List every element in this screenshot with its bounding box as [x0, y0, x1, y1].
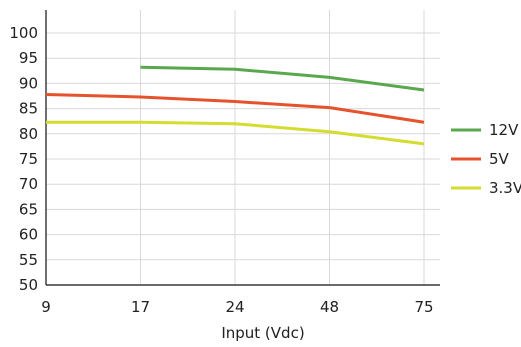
series-line-3-3v [46, 120, 425, 146]
grid-layer [46, 10, 440, 285]
y-tick-label: 65 [19, 200, 38, 218]
y-tick-label: 55 [19, 251, 38, 269]
x-tick-label: 17 [131, 298, 150, 316]
x-tick-label: 75 [414, 298, 433, 316]
x-tick-label: 48 [320, 298, 339, 316]
y-tick-label: 95 [19, 49, 38, 67]
legend: 12V 5V 3.3V [451, 121, 521, 197]
y-tick-labels: 50 55 60 65 70 75 80 85 90 95 100 [9, 24, 38, 294]
y-tick-label: 60 [19, 226, 38, 244]
x-axis-title: Input (Vdc) [221, 324, 304, 342]
y-tick-label: 50 [19, 276, 38, 294]
x-tick-labels: 9 17 24 48 75 [41, 298, 433, 316]
legend-label-12v: 12V [489, 121, 519, 139]
x-tick-label: 24 [225, 298, 244, 316]
axes-layer [45, 10, 440, 286]
series-line-12v [140, 65, 425, 92]
y-tick-label: 75 [19, 150, 38, 168]
x-tick-label: 9 [41, 298, 51, 316]
series-layer [45, 65, 425, 146]
y-tick-label: 70 [19, 175, 38, 193]
legend-label-5v: 5V [489, 150, 510, 168]
y-tick-label: 100 [9, 24, 38, 42]
legend-label-3-3v: 3.3V [489, 179, 521, 197]
y-tick-label: 80 [19, 125, 38, 143]
y-tick-label: 85 [19, 100, 38, 118]
series-line-5v [45, 92, 425, 124]
y-tick-label: 90 [19, 74, 38, 92]
